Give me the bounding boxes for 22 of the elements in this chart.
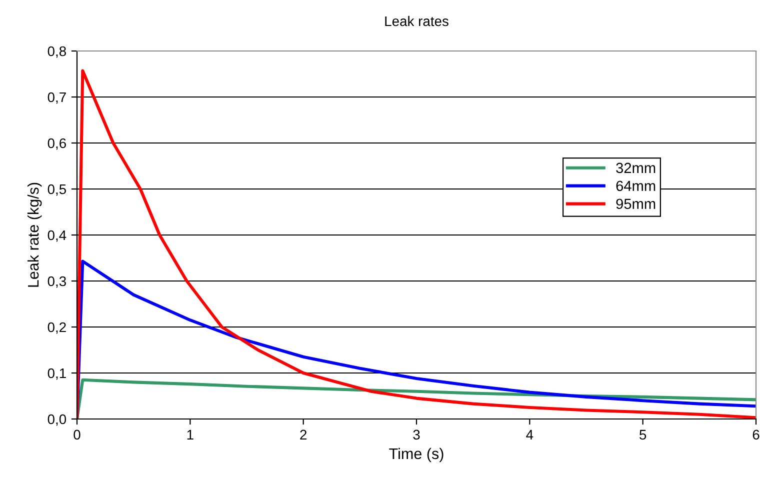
y-tick-label: 0,0 <box>48 414 66 426</box>
y-axis-title: Leak rate (kg/s) <box>27 182 42 287</box>
legend-label: 64mm <box>616 180 656 192</box>
x-tick-label: 3 <box>413 430 420 440</box>
x-tick-label: 4 <box>526 430 534 440</box>
chart-title: Leak rates <box>385 16 448 26</box>
x-tick-label: 5 <box>640 430 646 440</box>
y-tick-label: 0,5 <box>48 184 66 196</box>
y-tick-label: 0,8 <box>48 46 66 58</box>
x-tick-label: 6 <box>752 430 760 440</box>
legend-label: 32mm <box>616 162 656 174</box>
legend-label: 95mm <box>616 198 656 210</box>
y-tick-label: 0,6 <box>48 138 66 150</box>
y-tick-label: 0,7 <box>48 92 66 104</box>
x-tick-label: 1 <box>187 430 194 440</box>
x-tick-label: 2 <box>300 430 306 440</box>
y-tick-label: 0,4 <box>48 230 66 242</box>
y-tick-label: 0,1 <box>48 368 66 380</box>
x-axis-title: Time (s) <box>389 448 444 462</box>
y-tick-label: 0,2 <box>48 322 66 334</box>
x-tick-label: 0 <box>74 430 80 440</box>
y-tick-label: 0,3 <box>48 276 66 288</box>
